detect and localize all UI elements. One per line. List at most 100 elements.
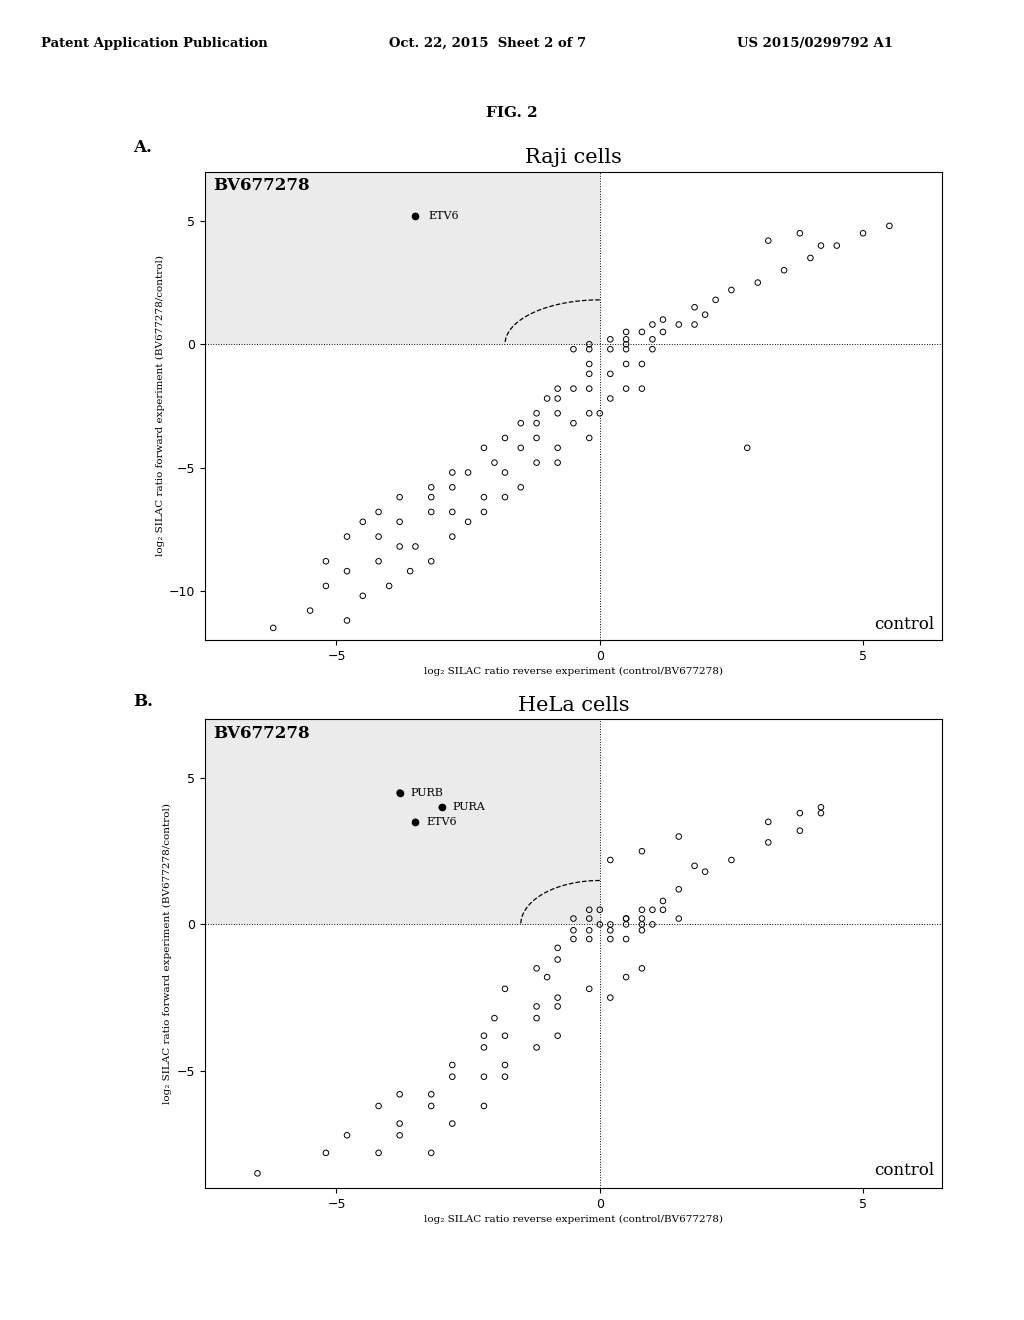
Point bbox=[592, 913, 608, 935]
Point bbox=[497, 1055, 513, 1076]
Point bbox=[444, 1113, 461, 1134]
Point bbox=[460, 511, 476, 532]
Point bbox=[644, 329, 660, 350]
Point bbox=[644, 899, 660, 920]
Point bbox=[550, 451, 566, 473]
Point bbox=[634, 354, 650, 375]
Point bbox=[617, 908, 634, 929]
Point bbox=[581, 334, 597, 355]
Point bbox=[476, 1067, 493, 1088]
Point bbox=[686, 314, 702, 335]
Point bbox=[592, 899, 608, 920]
Point bbox=[391, 781, 408, 803]
Point bbox=[565, 928, 582, 949]
Point bbox=[408, 812, 424, 833]
Point bbox=[528, 428, 545, 449]
Point bbox=[550, 378, 566, 399]
Point bbox=[882, 215, 898, 236]
Point bbox=[617, 913, 634, 935]
Point bbox=[697, 861, 714, 882]
X-axis label: log₂ SILAC ratio reverse experiment (control/BV677278): log₂ SILAC ratio reverse experiment (con… bbox=[424, 667, 723, 676]
Point bbox=[497, 978, 513, 999]
Point bbox=[391, 781, 408, 803]
Point bbox=[497, 428, 513, 449]
Point bbox=[539, 388, 555, 409]
Point bbox=[550, 403, 566, 424]
Point bbox=[634, 920, 650, 941]
Point bbox=[408, 206, 424, 227]
Point bbox=[602, 913, 618, 935]
Point bbox=[433, 797, 450, 818]
Point bbox=[339, 527, 355, 548]
Point bbox=[371, 1096, 387, 1117]
Point bbox=[391, 511, 408, 532]
Point bbox=[739, 437, 756, 458]
Point bbox=[550, 437, 566, 458]
Point bbox=[476, 1096, 493, 1117]
Point bbox=[708, 289, 724, 310]
Point bbox=[408, 812, 424, 833]
Point bbox=[497, 487, 513, 508]
Point bbox=[528, 958, 545, 979]
Point bbox=[581, 428, 597, 449]
Point bbox=[581, 354, 597, 375]
Point bbox=[423, 1084, 439, 1105]
Point bbox=[602, 928, 618, 949]
Point bbox=[602, 388, 618, 409]
Point bbox=[402, 561, 419, 582]
Point bbox=[444, 1067, 461, 1088]
Point bbox=[855, 223, 871, 244]
Point bbox=[444, 462, 461, 483]
Point bbox=[302, 601, 318, 622]
Point bbox=[317, 550, 334, 572]
Point bbox=[602, 850, 618, 871]
Point bbox=[634, 841, 650, 862]
Point bbox=[654, 899, 671, 920]
Point bbox=[697, 304, 714, 325]
Text: BV677278: BV677278 bbox=[213, 177, 309, 194]
Point bbox=[408, 206, 424, 227]
Point bbox=[565, 908, 582, 929]
Point bbox=[776, 260, 793, 281]
Point bbox=[408, 536, 424, 557]
Point bbox=[617, 966, 634, 987]
Point bbox=[565, 920, 582, 941]
Point bbox=[813, 797, 829, 818]
Point bbox=[371, 502, 387, 523]
Point bbox=[828, 235, 845, 256]
Point bbox=[550, 987, 566, 1008]
Point bbox=[565, 378, 582, 399]
Point bbox=[354, 585, 371, 606]
Point bbox=[617, 354, 634, 375]
Point bbox=[444, 527, 461, 548]
Point bbox=[617, 378, 634, 399]
Point bbox=[486, 451, 503, 473]
Point bbox=[513, 477, 529, 498]
Point bbox=[617, 928, 634, 949]
Point bbox=[581, 928, 597, 949]
Point bbox=[760, 832, 776, 853]
Point bbox=[391, 1125, 408, 1146]
Point bbox=[602, 363, 618, 384]
Point bbox=[581, 920, 597, 941]
Point bbox=[528, 403, 545, 424]
Point bbox=[391, 1113, 408, 1134]
Text: FIG. 2: FIG. 2 bbox=[486, 106, 538, 120]
Bar bbox=[205, 172, 600, 345]
Point bbox=[528, 451, 545, 473]
Point bbox=[339, 610, 355, 631]
Point bbox=[371, 1142, 387, 1163]
Point bbox=[423, 502, 439, 523]
Text: B.: B. bbox=[133, 693, 154, 710]
Point bbox=[497, 1067, 513, 1088]
Title: Raji cells: Raji cells bbox=[525, 148, 622, 168]
Point bbox=[644, 339, 660, 360]
Text: US 2015/0299792 A1: US 2015/0299792 A1 bbox=[737, 37, 893, 50]
Point bbox=[550, 937, 566, 958]
Point bbox=[617, 329, 634, 350]
Point bbox=[581, 978, 597, 999]
Point bbox=[581, 339, 597, 360]
Point bbox=[634, 913, 650, 935]
X-axis label: log₂ SILAC ratio reverse experiment (control/BV677278): log₂ SILAC ratio reverse experiment (con… bbox=[424, 1214, 723, 1224]
Point bbox=[581, 403, 597, 424]
